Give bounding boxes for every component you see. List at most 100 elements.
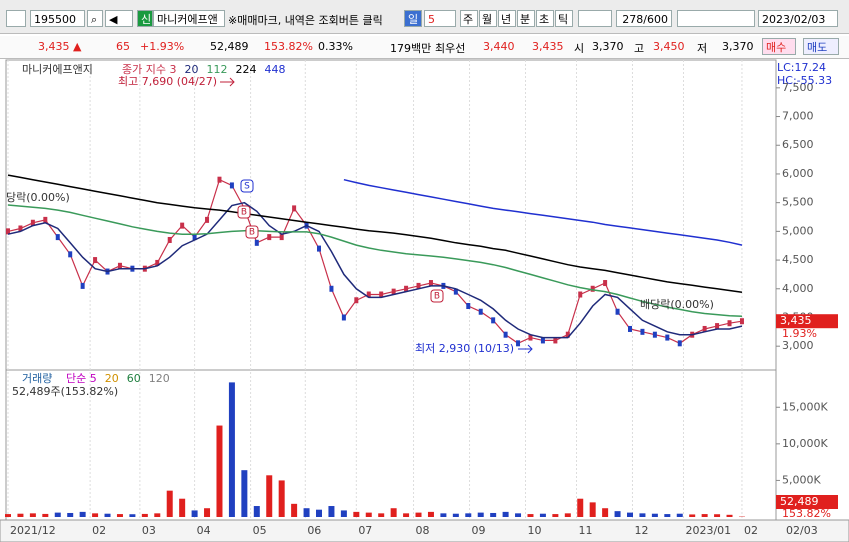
price: 3,435 ▲ [38,40,82,53]
candle [565,331,570,338]
y-tick-label: 7,500 [782,81,814,94]
code-input[interactable]: 195500 [30,10,85,27]
dropdown[interactable] [578,10,612,27]
y-tick-label: 6,000 [782,167,814,180]
open: 3,370 [592,40,624,53]
period-tab[interactable]: 월 [479,10,497,27]
volume-bar [353,511,360,517]
period-tab[interactable]: 분 [517,10,535,27]
candle [416,282,421,289]
annotation: 당락(0.00%) [6,191,70,204]
price-line [7,178,743,344]
volume-bar [179,498,186,517]
period-tab[interactable]: 년 [498,10,516,27]
candle [379,291,384,298]
candle [254,239,259,246]
candle [540,337,545,344]
volume-bar [490,512,497,517]
volume-bar [316,509,322,517]
last-volume: 52,489 [780,495,819,508]
x-tick-label: 09 [472,524,486,537]
x-tick-label: 12 [634,524,648,537]
period-tab[interactable]: 초 [536,10,554,27]
x-tick-label: 11 [579,524,593,537]
open-label: 시 [574,42,585,55]
trade-marker: B [249,228,255,238]
period-tab[interactable]: 틱 [555,10,573,27]
trade-marker-box [237,205,251,219]
x-tick-label: 06 [307,524,321,537]
volume-bar [92,513,99,517]
candle [93,257,98,264]
candle [267,234,272,241]
x-axis-bar [0,519,849,542]
volume-bar [539,513,546,517]
candle [491,317,496,324]
volume-bar [726,514,733,517]
legend-entry: 20 [184,63,198,76]
x-tick-label: 05 [253,524,267,537]
volume-ratio: 153.82% [264,40,313,53]
volume-bar [154,513,161,517]
volume-bar [67,512,74,517]
candle [739,318,744,325]
volume-bar [253,506,260,517]
volume-bar [166,490,173,517]
volume-bar [589,502,596,517]
candle [366,291,371,298]
volume-bar [614,511,621,517]
period-button[interactable]: 일 [404,10,422,27]
date-input[interactable]: 2023/02/03 [758,10,838,27]
period-tab[interactable]: 주 [460,10,478,27]
volume-frame [5,369,777,521]
price-frame [5,59,777,371]
candle [205,216,210,223]
legend-entry: 60 [127,372,141,385]
volume-bar [266,475,273,517]
candle [341,314,346,321]
volume-bar [602,508,609,517]
volume-bar [390,508,397,517]
buy-button[interactable]: 매수 [762,38,796,55]
x-end-label: 02/03 [786,524,818,537]
volume-bar [639,513,646,517]
annotation-arrow [518,344,533,354]
candle [30,219,35,226]
tool-icons[interactable] [677,10,755,27]
candle [292,205,297,212]
sell-button[interactable]: 매도 [803,38,839,55]
volume-bar [141,513,148,517]
search-button[interactable]: ⌕ [87,10,103,27]
indicator: LC:17.24 [777,61,826,74]
candle [715,323,720,330]
volume-bar [17,513,24,517]
volume-bar [664,514,671,517]
chart-icon[interactable] [6,10,26,27]
bid: 3,435 [532,40,564,53]
candle [628,325,632,332]
high: 3,450 [653,40,685,53]
period-input[interactable]: 5 [424,10,456,27]
volume-bar [29,513,36,517]
volume-bar [303,508,310,517]
legend-entry: 종가 지수 3 [122,63,176,76]
legend-entry: 120 [149,372,170,385]
volume-bar [340,510,347,517]
last-rate: 1.93% [782,327,817,340]
chart-title: 마니커에프앤지 [22,63,93,76]
volume-bar [527,514,534,517]
candle [6,228,10,235]
candle [180,222,185,229]
ma-line [343,178,743,246]
legend-entry: 20 [105,372,119,385]
turnover: 0.33% [318,40,353,53]
volume-bar [440,513,447,517]
candle [18,225,23,232]
sound-button[interactable]: ◀ [105,10,133,27]
candle [192,234,197,241]
volume-bar [452,513,459,517]
x-tick-label: 10 [528,524,542,537]
y-tick-label: 7,000 [782,110,814,123]
candle [155,259,160,266]
volume-bar [515,513,522,517]
